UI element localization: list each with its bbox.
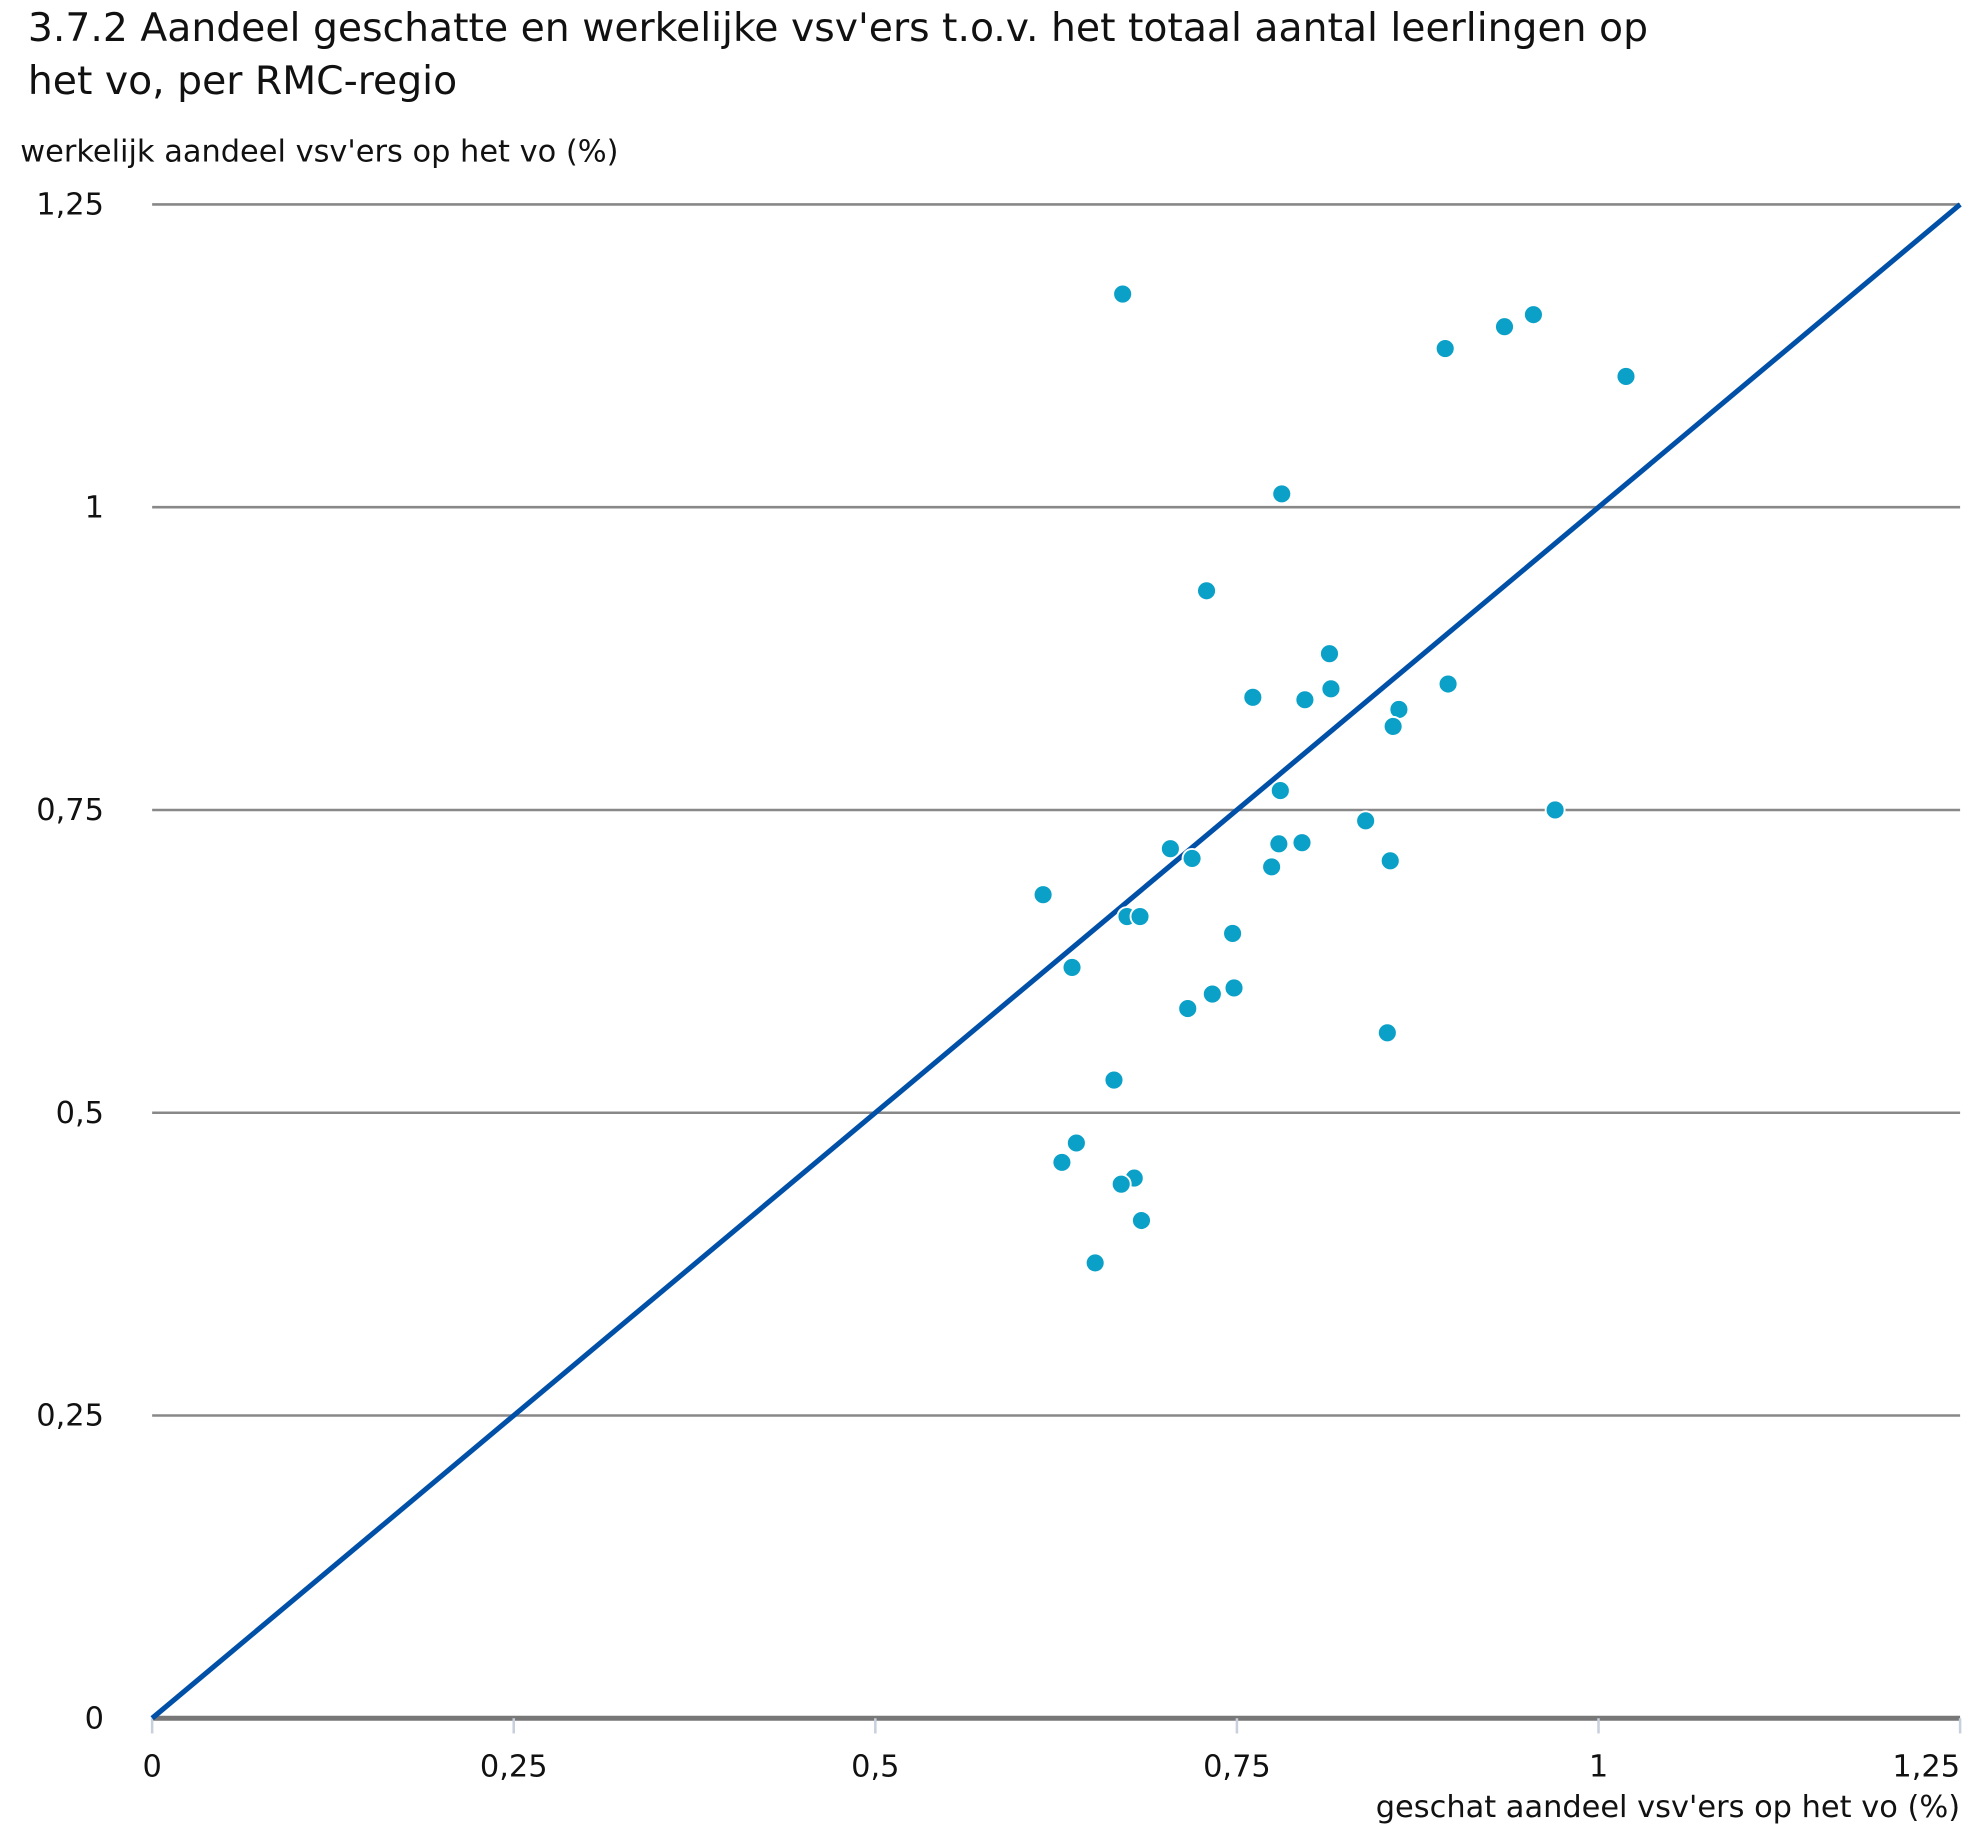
data-point [1261, 856, 1283, 878]
x-tick-label: 0,25 [480, 1750, 548, 1785]
gridlines [150, 203, 1962, 1734]
data-point [1268, 833, 1290, 855]
chart-title-line1: 3.7.2 Aandeel geschatte en werkelijke vs… [28, 6, 1648, 51]
reference-line-group [150, 202, 1962, 1721]
data-points [1032, 283, 1637, 1274]
data-point [1522, 304, 1544, 326]
data-point [1434, 338, 1456, 360]
data-point [1084, 1252, 1106, 1274]
data-point [1201, 983, 1223, 1005]
data-point [1129, 906, 1151, 927]
data-point [1159, 838, 1181, 860]
data-point [1320, 678, 1342, 700]
data-point [1271, 483, 1293, 505]
data-point [1061, 956, 1083, 978]
data-point [1376, 1022, 1398, 1044]
data-point [1103, 1069, 1125, 1091]
data-point [1181, 847, 1203, 869]
tick-labels: 0 0,25 0,5 0,75 1 1,25 0 0,25 0,5 0,75 1 1,25 [36, 188, 1960, 1785]
data-point [1223, 977, 1245, 999]
x-tick-label: 0,75 [1203, 1750, 1271, 1785]
reference-line [150, 202, 1962, 1721]
chart-title-line2: het vo, per RMC-regio [28, 59, 457, 104]
data-point [1222, 923, 1244, 944]
y-tick-label: 1,25 [36, 188, 104, 223]
y-tick-label: 0 [85, 1701, 104, 1736]
data-point [1269, 780, 1291, 802]
data-point [1379, 850, 1401, 872]
x-tick-label: 0 [142, 1750, 161, 1785]
x-tick-label: 0,5 [851, 1750, 899, 1785]
data-point [1382, 715, 1404, 737]
data-point [1294, 689, 1316, 711]
data-point [1051, 1151, 1073, 1173]
data-point [1615, 365, 1637, 387]
y-tick-label: 0,75 [36, 793, 104, 828]
x-axis-label: geschat aandeel vsv'ers op het vo (%) [1376, 1790, 1960, 1825]
data-point [1177, 998, 1199, 1020]
x-tick-label: 1 [1589, 1750, 1608, 1785]
data-point [1242, 686, 1264, 708]
data-point [1110, 1173, 1132, 1195]
data-point [1544, 799, 1566, 821]
data-point [1032, 884, 1054, 906]
data-point [1437, 673, 1459, 695]
data-point [1196, 580, 1218, 602]
data-point [1355, 810, 1377, 832]
data-point [1065, 1132, 1087, 1154]
y-axis-label: werkelijk aandeel vsv'ers op het vo (%) [20, 134, 618, 169]
data-point [1494, 316, 1515, 338]
data-point [1112, 283, 1134, 305]
data-point [1291, 832, 1313, 854]
data-point [1319, 643, 1340, 665]
data-point [1131, 1210, 1152, 1231]
y-tick-label: 1 [85, 490, 104, 525]
x-tick-label: 1,25 [1892, 1750, 1960, 1785]
y-tick-label: 0,25 [36, 1399, 104, 1434]
y-tick-label: 0,5 [56, 1096, 104, 1131]
